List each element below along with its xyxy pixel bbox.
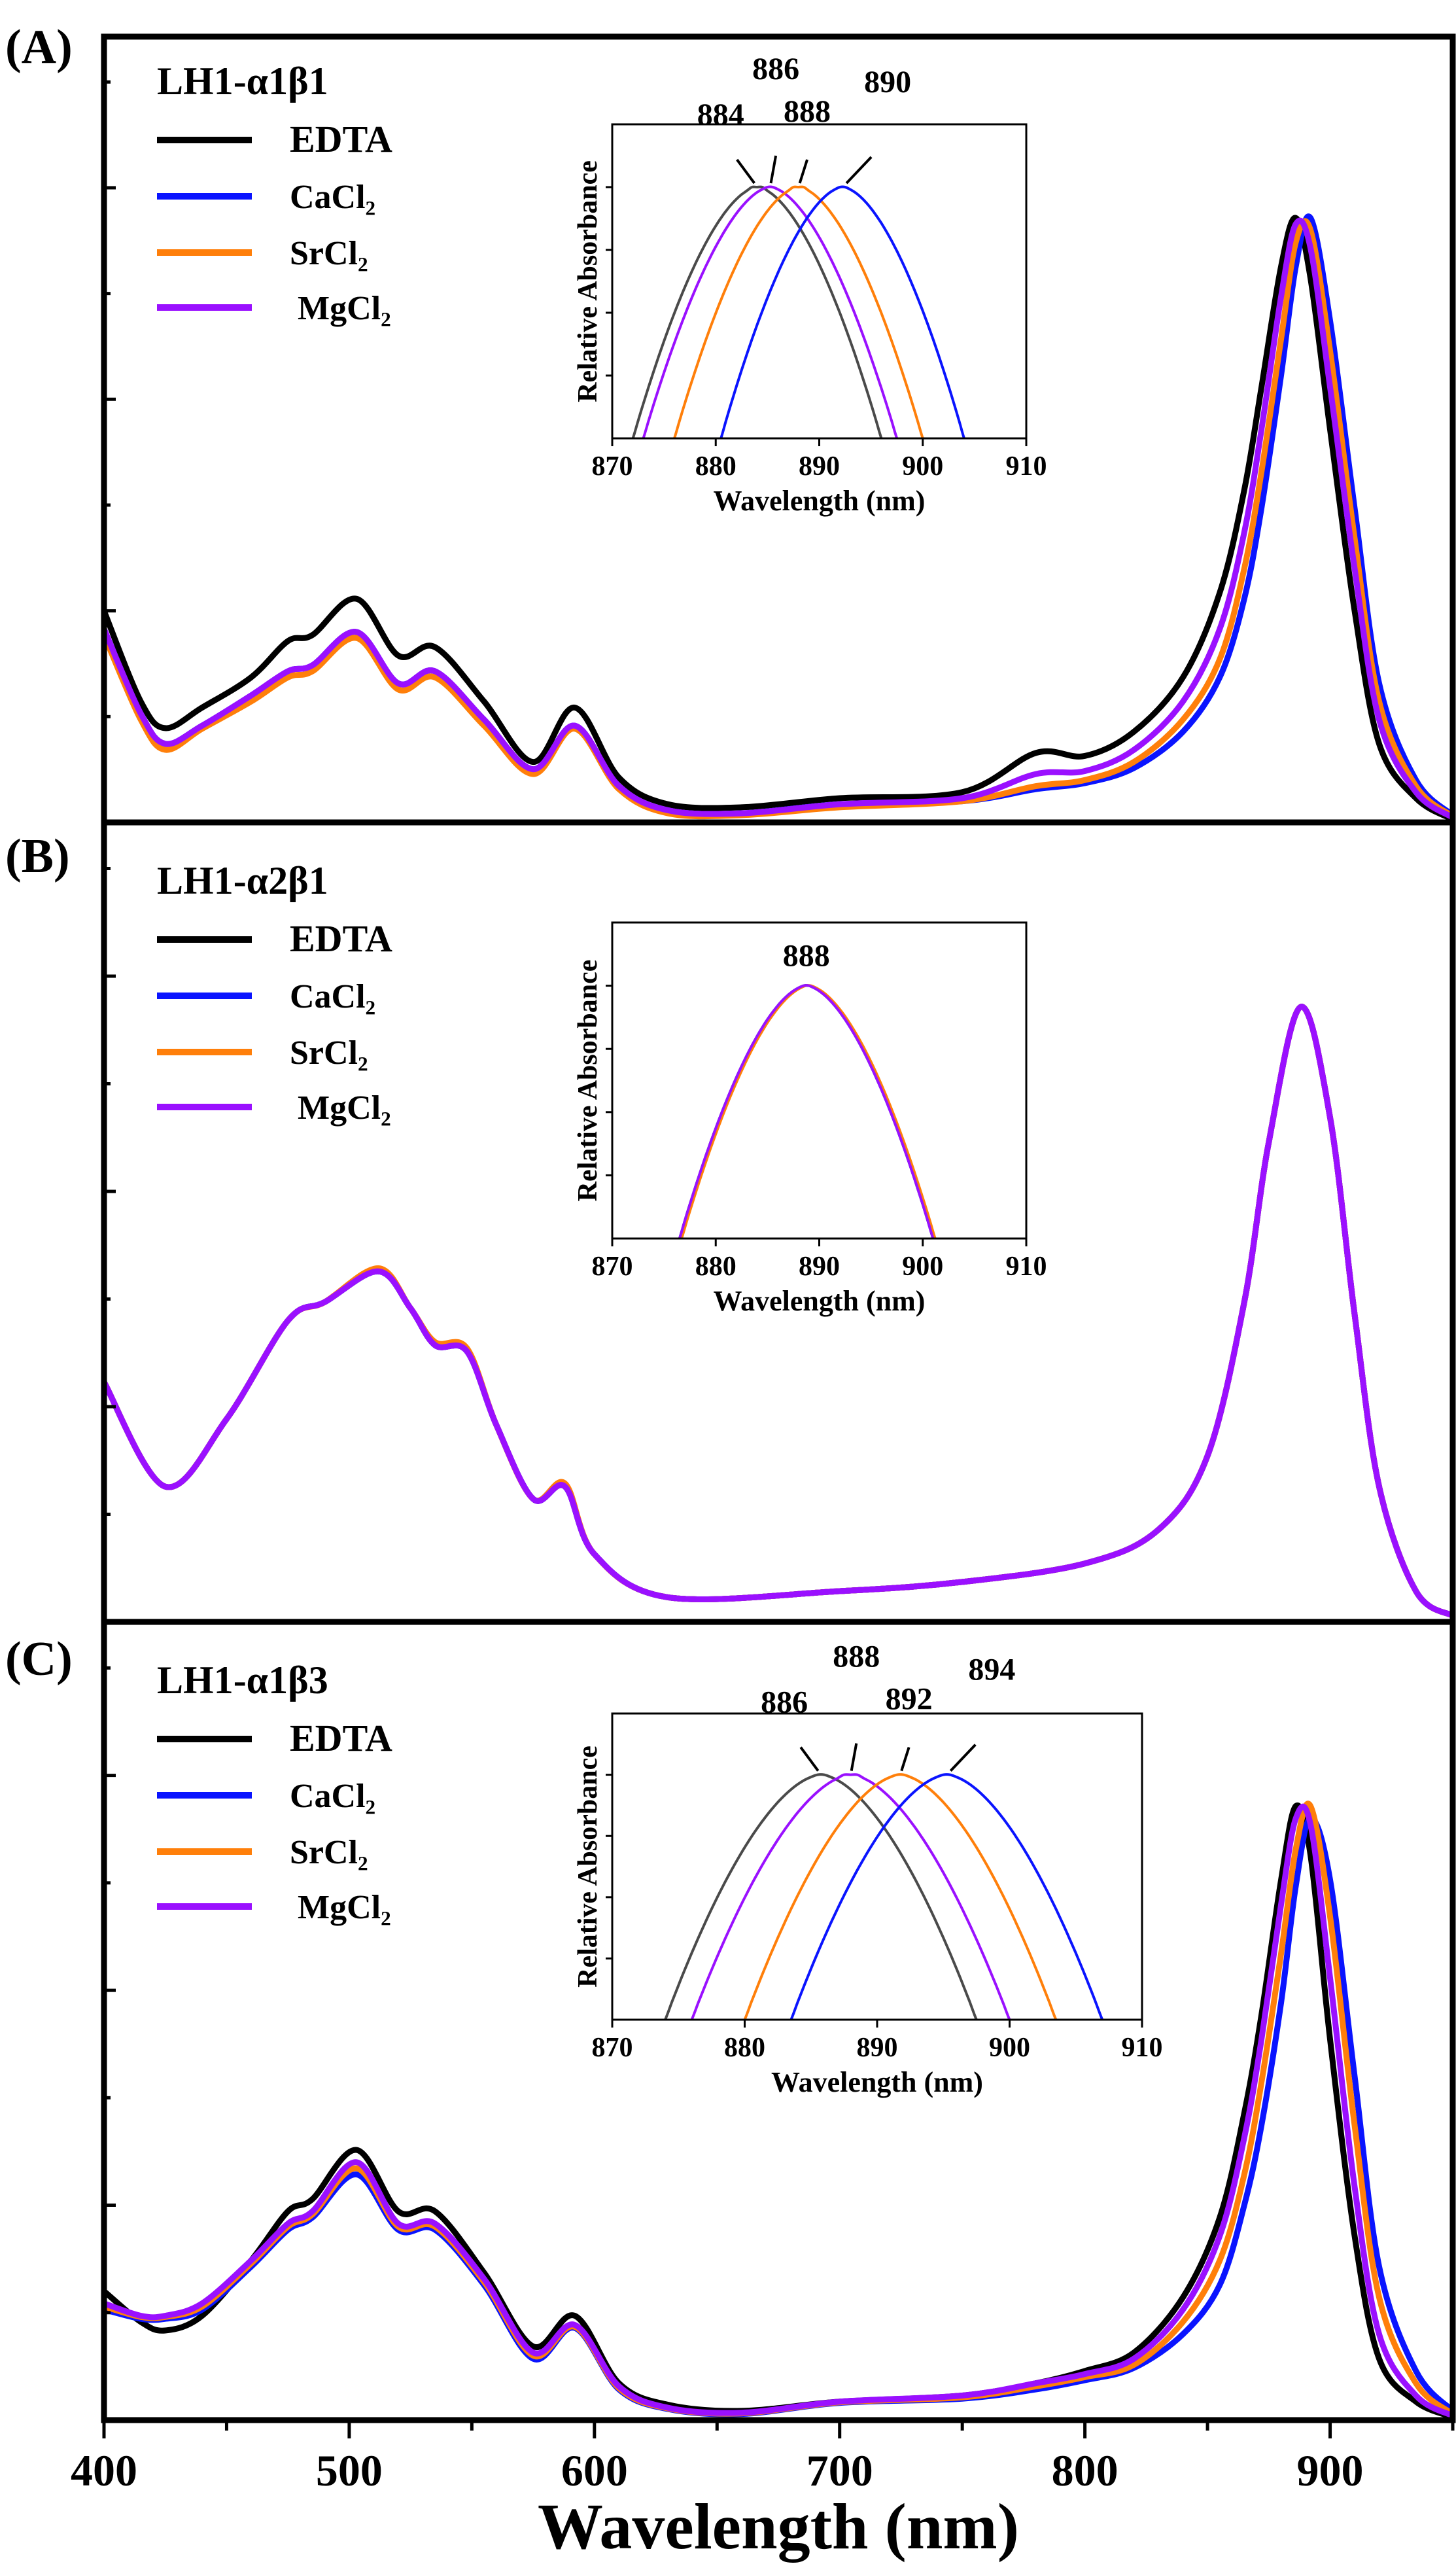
inset-y-axis-title: Relative Absorbance bbox=[573, 960, 603, 1202]
legend-label-srcl2: SrCl₂ bbox=[290, 1834, 368, 1871]
inset-x-tick-label: 870 bbox=[592, 1252, 633, 1282]
legend-title: LH1-α2β1 bbox=[157, 859, 328, 902]
panel-a: (A) LH1-α1β1 EDTA CaCl₂ SrCl₂ MgCl₂ 870 880 890 9… bbox=[5, 20, 1456, 826]
inset-series-group bbox=[631, 185, 966, 438]
inset-x-tick-label: 880 bbox=[724, 2033, 765, 2063]
inset-x-axis-title: Wavelength (nm) bbox=[714, 485, 926, 517]
inset-x-tick-label: 880 bbox=[695, 1252, 737, 1282]
inset-line-cacl2 bbox=[789, 1773, 1104, 2020]
peak-leader-line bbox=[769, 155, 778, 184]
inset-x-tick-label: 890 bbox=[857, 2033, 898, 2063]
inset-line-edta bbox=[631, 185, 883, 438]
legend-label-cacl2: CaCl₂ bbox=[290, 179, 375, 216]
legend-label-srcl2: SrCl₂ bbox=[290, 1034, 368, 1072]
peak-leader-line bbox=[736, 158, 755, 185]
legend-label-cacl2: CaCl₂ bbox=[290, 978, 375, 1015]
inset-line-mgcl2 bbox=[678, 984, 935, 1239]
peak-label: 892 bbox=[886, 1682, 933, 1717]
inset-x-tick-label: 900 bbox=[902, 1252, 943, 1282]
series-group bbox=[104, 1004, 1453, 1619]
legend-label-mgcl2: MgCl₂ bbox=[298, 1089, 391, 1127]
x-tick-label: 400 bbox=[71, 2446, 137, 2495]
legend-title: LH1-α1β1 bbox=[157, 60, 328, 103]
legend-label-edta: EDTA bbox=[290, 118, 392, 160]
x-tick-label: 700 bbox=[806, 2446, 873, 2495]
legend-label-edta: EDTA bbox=[290, 1717, 392, 1759]
inset-x-tick-label: 880 bbox=[695, 451, 737, 482]
inset-line-edta bbox=[663, 1773, 979, 2020]
peak-leader-line bbox=[799, 1746, 820, 1772]
inset-background bbox=[612, 124, 1026, 438]
legend-title: LH1-α1β3 bbox=[157, 1659, 328, 1702]
inset-plot: 870 880 890 900 910 Wavelength (nm) Relative A… bbox=[573, 1640, 1163, 2098]
legend-label-cacl2: CaCl₂ bbox=[290, 1778, 375, 1815]
inset-x-tick-label: 910 bbox=[1006, 451, 1047, 482]
legend-label-edta: EDTA bbox=[290, 917, 392, 960]
peak-leader-line bbox=[845, 156, 873, 185]
inset-x-axis-title: Wavelength (nm) bbox=[771, 2066, 983, 2098]
inset-y-axis-title: Relative Absorbance bbox=[573, 1746, 603, 1988]
inset-y-axis-title: Relative Absorbance bbox=[573, 160, 603, 402]
panel-label: (B) bbox=[5, 830, 70, 883]
peak-leader-line bbox=[900, 1746, 910, 1772]
panels: (A) LH1-α1β1 EDTA CaCl₂ SrCl₂ MgCl₂ 870 880 890 9… bbox=[5, 20, 1456, 2423]
inset-series-group bbox=[678, 984, 937, 1239]
panel-label: (C) bbox=[5, 1632, 73, 1686]
shared-x-axis: 400 500 600 700 800 900 bbox=[71, 2420, 1455, 2495]
inset-x-tick-label: 890 bbox=[799, 1252, 840, 1282]
inset-x-tick-label: 910 bbox=[1006, 1252, 1047, 1282]
inset-x-tick-label: 870 bbox=[592, 451, 633, 482]
peak-label: 890 bbox=[864, 65, 911, 99]
inset-x-tick-label: 900 bbox=[989, 2033, 1030, 2063]
inset-x-tick-label: 900 bbox=[902, 451, 943, 482]
inset-line-srcl2 bbox=[743, 1773, 1058, 2020]
inset-series-group bbox=[663, 1773, 1104, 2020]
series-group bbox=[104, 213, 1453, 822]
inset-x-tick-label: 910 bbox=[1122, 2033, 1163, 2063]
inset-plot: 870 880 890 900 910 Wavelength (nm) Relative A… bbox=[573, 52, 1047, 517]
peak-label: 888 bbox=[784, 94, 831, 129]
peak-label: 888 bbox=[833, 1640, 880, 1674]
x-tick-label: 500 bbox=[316, 2446, 383, 2495]
inset-line-mgcl2 bbox=[642, 185, 899, 438]
peak-leader-line bbox=[850, 1743, 858, 1771]
peak-label: 884 bbox=[697, 97, 744, 132]
peak-label: 894 bbox=[968, 1653, 1015, 1687]
legend-label-mgcl2: MgCl₂ bbox=[298, 290, 391, 327]
peak-label: 888 bbox=[783, 939, 830, 974]
peak-leader-line bbox=[798, 159, 808, 184]
inset-line-srcl2 bbox=[672, 185, 924, 438]
peak-leader-line bbox=[949, 1744, 977, 1772]
inset-background bbox=[612, 923, 1026, 1239]
legend-label-mgcl2: MgCl₂ bbox=[298, 1889, 391, 1926]
x-tick-label: 600 bbox=[561, 2446, 628, 2495]
inset-x-tick-label: 870 bbox=[592, 2033, 633, 2063]
plot-frame bbox=[101, 1619, 1456, 2423]
inset-line-cacl2 bbox=[719, 185, 966, 438]
peak-label: 886 bbox=[752, 52, 799, 86]
inset-line-mgcl2 bbox=[690, 1773, 1011, 2020]
panel-b: (B) LH1-α2β1 EDTA CaCl₂ SrCl₂ MgCl₂ 870 880 890 9… bbox=[5, 819, 1456, 1625]
series-line-mgcl2 bbox=[104, 1004, 1453, 1619]
x-tick-label: 900 bbox=[1297, 2446, 1364, 2495]
series-line-edta bbox=[104, 215, 1453, 822]
panel-label: (A) bbox=[5, 20, 73, 74]
peak-label: 886 bbox=[761, 1685, 808, 1720]
inset-plot: 870 880 890 900 910 Wavelength (nm) Relative A… bbox=[573, 921, 1047, 1317]
inset-x-axis-title: Wavelength (nm) bbox=[714, 1285, 926, 1317]
legend-label-srcl2: SrCl₂ bbox=[290, 235, 368, 272]
inset-x-tick-label: 890 bbox=[799, 451, 840, 482]
x-tick-label: 800 bbox=[1052, 2446, 1118, 2495]
series-group bbox=[104, 1801, 1453, 2420]
series-line-mgcl2 bbox=[104, 217, 1453, 820]
x-axis-title: Wavelength (nm) bbox=[538, 2490, 1019, 2563]
panel-c: (C) LH1-α1β3 EDTA CaCl₂ SrCl₂ MgCl₂ 870 880 890 9… bbox=[5, 1619, 1456, 2423]
series-line-mgcl2 bbox=[104, 1803, 1453, 2419]
inset-background bbox=[612, 1714, 1142, 2020]
